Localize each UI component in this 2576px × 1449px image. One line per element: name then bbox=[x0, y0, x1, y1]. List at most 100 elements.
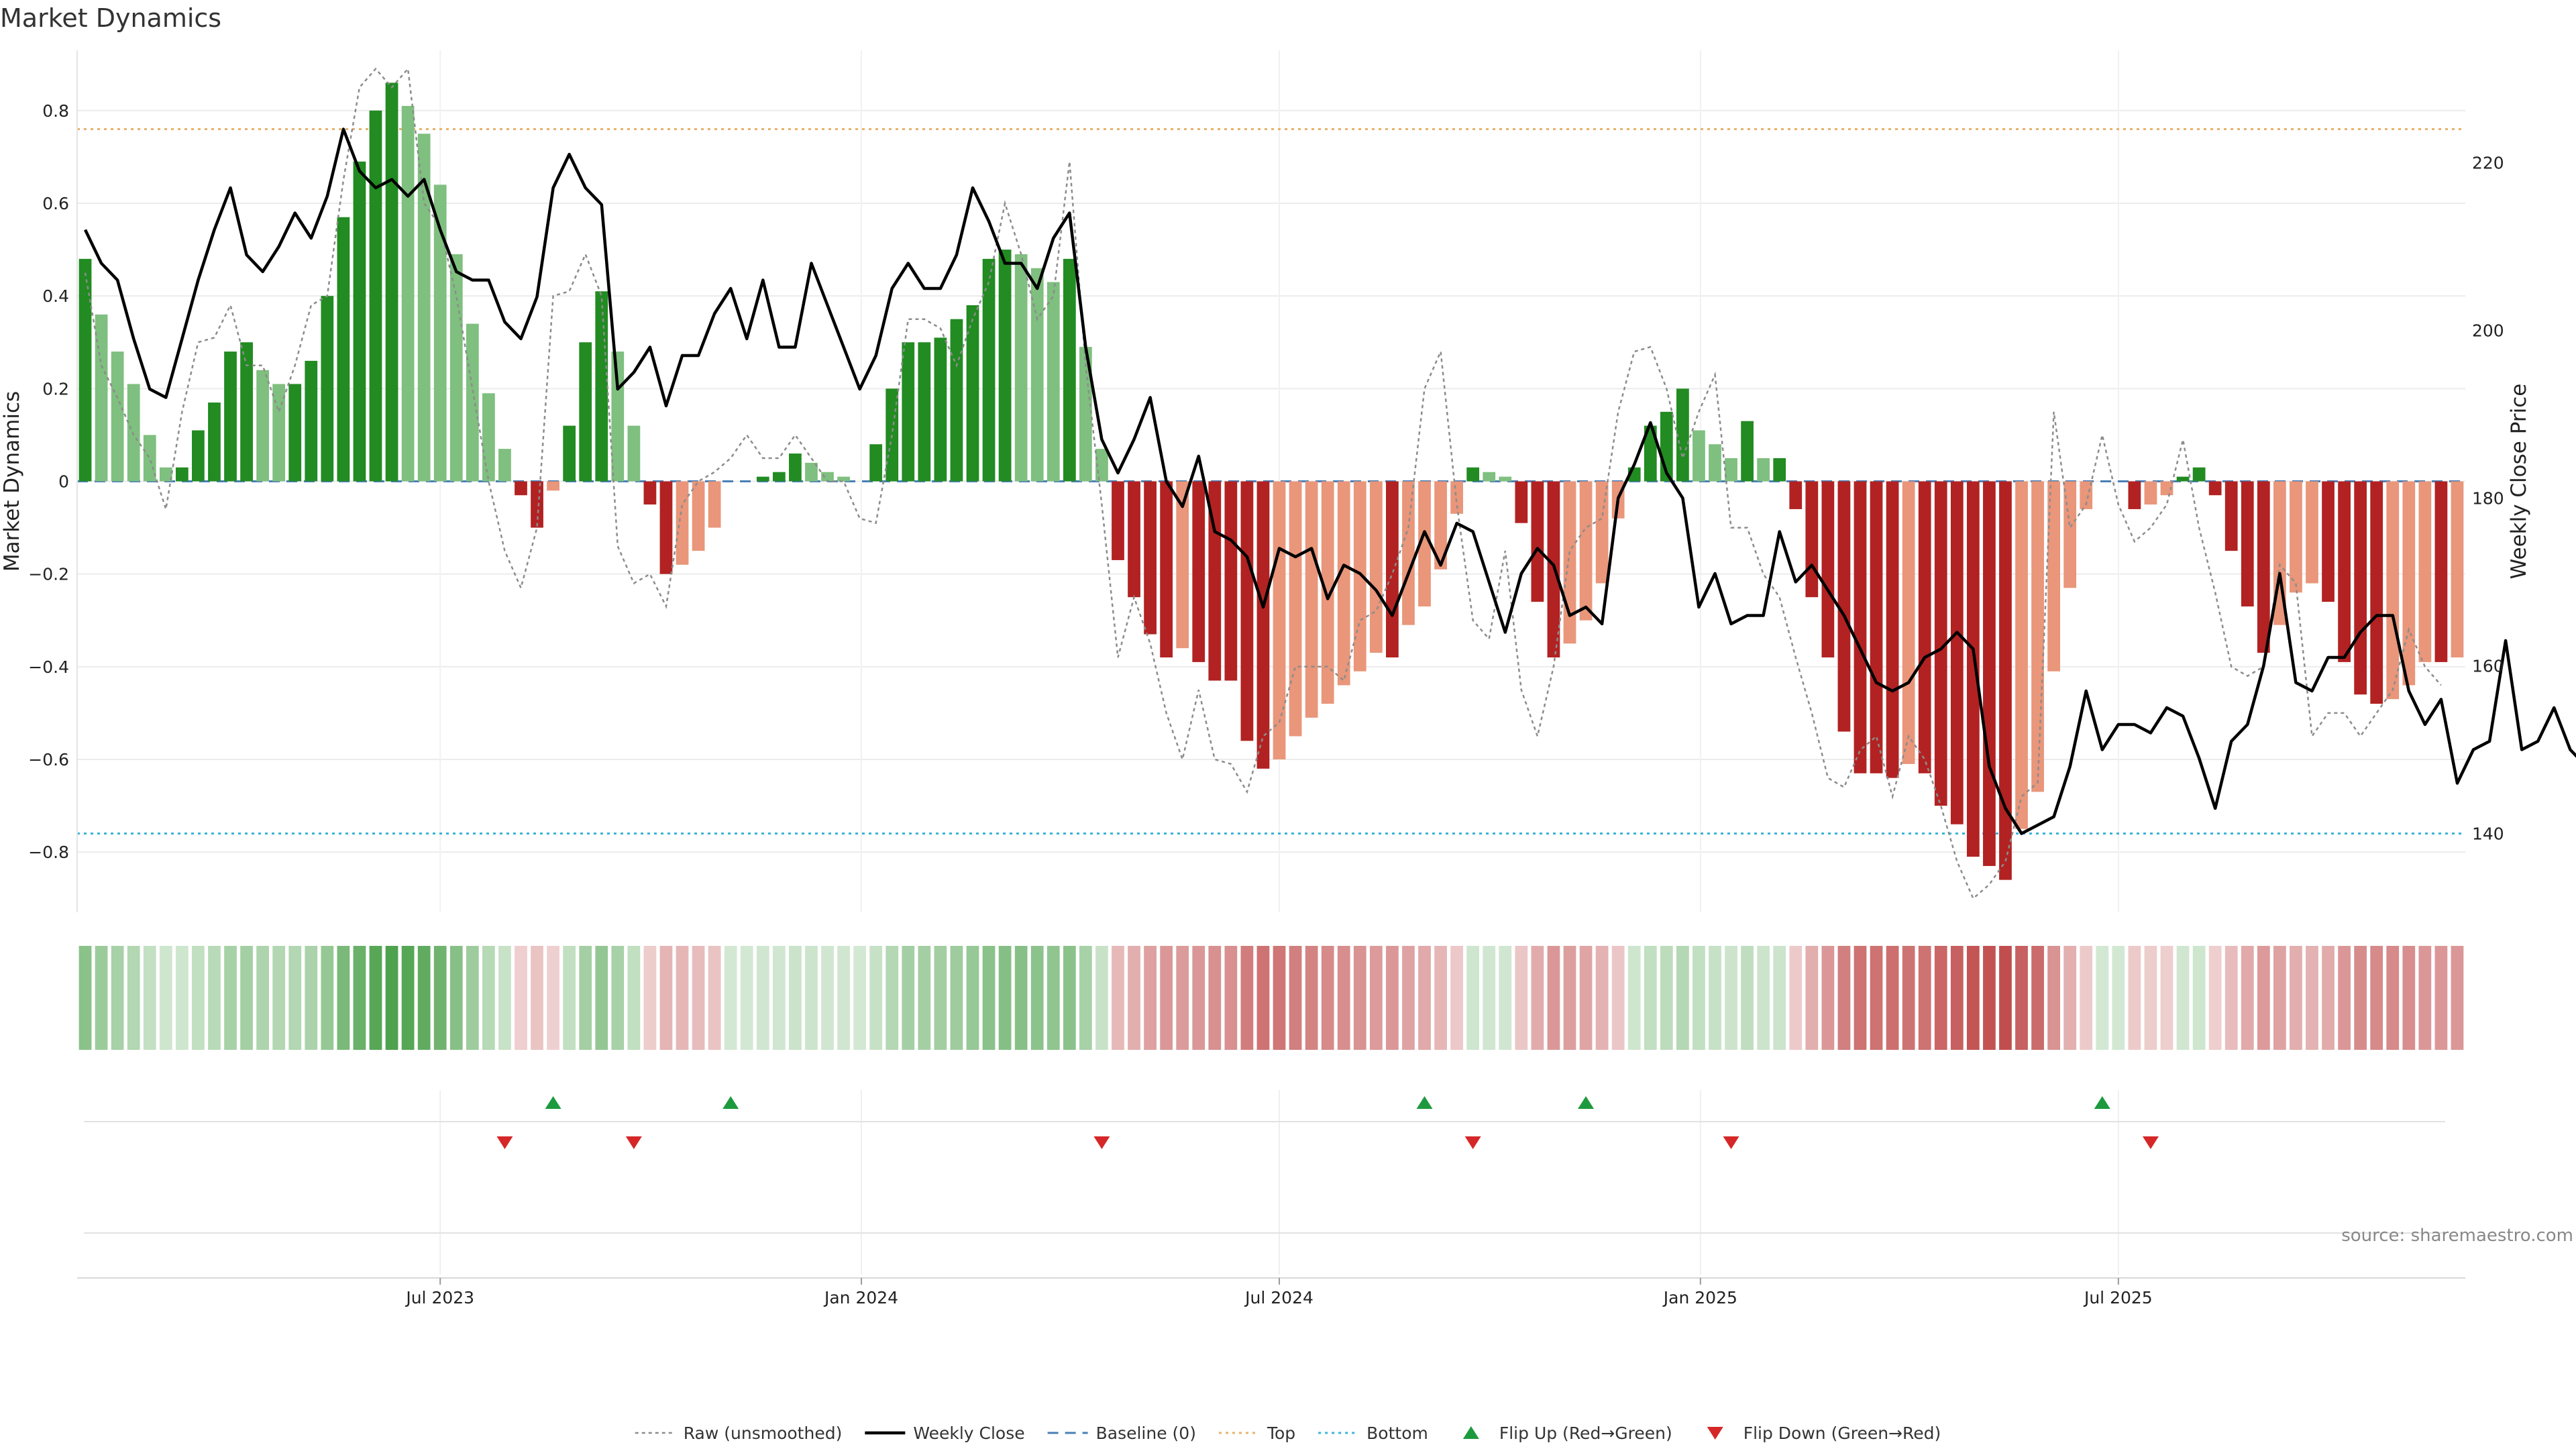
heat-cell bbox=[659, 946, 673, 1050]
dynamics-bar bbox=[1773, 458, 1786, 482]
heat-cell bbox=[853, 946, 867, 1050]
dynamics-bar bbox=[934, 337, 947, 482]
dynamics-bar bbox=[2386, 481, 2400, 700]
legend-swatch bbox=[1707, 1427, 1723, 1440]
dynamics-bar bbox=[902, 342, 915, 482]
heat-cell bbox=[2080, 946, 2093, 1050]
dynamics-bar bbox=[2354, 481, 2367, 695]
dynamics-bar bbox=[482, 393, 495, 482]
legend-label: Weekly Close bbox=[913, 1424, 1024, 1443]
legend: Raw (unsmoothed) Weekly Close Baseline (0)… bbox=[635, 1424, 1941, 1443]
dynamics-bar bbox=[159, 467, 172, 482]
dynamics-bar bbox=[337, 217, 350, 482]
heat-cell bbox=[143, 946, 156, 1050]
y-axis-title-right: Weekly Close Price bbox=[2507, 384, 2531, 580]
heat-cell bbox=[1240, 946, 1254, 1050]
heat-cell bbox=[2370, 946, 2383, 1050]
heat-cell bbox=[1450, 946, 1464, 1050]
legend-swatch bbox=[1462, 1426, 1479, 1439]
heat-cell bbox=[1821, 946, 1835, 1050]
dynamics-bar bbox=[1515, 481, 1528, 523]
heat-cell bbox=[1660, 946, 1673, 1050]
dynamics-bar bbox=[2418, 481, 2432, 662]
heat-cell bbox=[2096, 946, 2109, 1050]
dynamics-bar bbox=[772, 472, 786, 482]
dynamics-bar bbox=[579, 342, 592, 482]
heat-strip bbox=[78, 946, 2464, 1050]
dynamics-bar bbox=[417, 133, 431, 482]
legend-label: Flip Up (Red→Green) bbox=[1499, 1424, 1672, 1443]
dynamics-bar bbox=[1579, 481, 1593, 621]
flip-down-marker bbox=[1723, 1136, 1739, 1149]
heat-cell bbox=[1950, 946, 1964, 1050]
heat-cell bbox=[175, 946, 189, 1050]
heat-cell bbox=[1176, 946, 1189, 1050]
heat-cell bbox=[1434, 946, 1447, 1050]
legend-label: Flip Down (Green→Red) bbox=[1743, 1424, 1941, 1443]
dynamics-bar bbox=[531, 481, 543, 528]
dynamics-bar bbox=[1837, 481, 1851, 732]
heat-cell bbox=[1725, 946, 1737, 1050]
heat-cell bbox=[2290, 946, 2302, 1050]
dynamics-bar bbox=[1805, 481, 1819, 598]
heat-cell bbox=[902, 946, 915, 1050]
dynamics-bar bbox=[982, 258, 996, 482]
heat-cell bbox=[369, 946, 382, 1050]
chart-title: Market Dynamics bbox=[0, 3, 221, 33]
dynamics-bar bbox=[256, 370, 270, 482]
dynamics-bar bbox=[175, 467, 189, 482]
dynamics-bar bbox=[1870, 481, 1883, 773]
heat-cell bbox=[1208, 946, 1222, 1050]
dynamics-bar bbox=[2338, 481, 2351, 662]
heat-cell bbox=[547, 946, 559, 1050]
dynamics-bar bbox=[1192, 481, 1205, 662]
heat-cell bbox=[2192, 946, 2206, 1050]
x-tick-label: Jan 2024 bbox=[823, 1288, 898, 1307]
dynamics-bar bbox=[1741, 421, 1754, 482]
heat-cell bbox=[240, 946, 253, 1050]
heat-cell bbox=[805, 946, 818, 1050]
flip-up-marker bbox=[1416, 1096, 1433, 1109]
dynamics-bar bbox=[2063, 481, 2077, 588]
heat-cell bbox=[2322, 946, 2334, 1050]
heat-cell bbox=[321, 946, 334, 1050]
dynamics-bar bbox=[821, 472, 834, 482]
dynamics-bar bbox=[789, 453, 802, 482]
dynamics-bar bbox=[676, 481, 689, 565]
heat-cell bbox=[1902, 946, 1915, 1050]
heat-cell bbox=[692, 946, 705, 1050]
dynamics-bar bbox=[998, 250, 1012, 482]
heat-cell bbox=[288, 946, 302, 1050]
dynamics-bar bbox=[111, 352, 124, 482]
dynamics-bar bbox=[288, 384, 302, 482]
dynamics-bar bbox=[643, 481, 657, 505]
heat-cell bbox=[1611, 946, 1625, 1050]
heat-cell bbox=[982, 946, 996, 1050]
heat-cell bbox=[579, 946, 592, 1050]
dynamics-bar bbox=[1450, 481, 1464, 514]
x-axis: Jul 2023 Jan 2024 Jul 2024 Jan 2025 Jul 2025 bbox=[77, 1277, 2465, 1307]
dynamics-bar bbox=[1240, 481, 1254, 741]
dynamics-bar bbox=[1934, 481, 1947, 806]
heat-cell bbox=[466, 946, 479, 1050]
dynamics-bar bbox=[2434, 481, 2448, 662]
heat-cell bbox=[1418, 946, 1431, 1050]
heat-cell bbox=[337, 946, 350, 1050]
heat-cell bbox=[1289, 946, 1302, 1050]
dynamics-bar bbox=[1063, 258, 1076, 482]
dynamics-bar bbox=[1854, 481, 1867, 773]
heat-cell bbox=[789, 946, 802, 1050]
dynamics-bar bbox=[2144, 481, 2157, 505]
heat-cell bbox=[2418, 946, 2432, 1050]
legend-entry-flipdown: Flip Down (Green→Red) bbox=[1707, 1424, 1941, 1443]
dynamics-bar bbox=[1369, 481, 1383, 653]
heat-cell bbox=[224, 946, 237, 1050]
dynamics-bar bbox=[1305, 481, 1318, 718]
dynamics-bar bbox=[1902, 481, 1915, 764]
heat-cell bbox=[611, 946, 625, 1050]
dynamics-bar bbox=[2031, 481, 2044, 792]
left-tick-label: −0.4 bbox=[28, 657, 69, 677]
heat-cell bbox=[837, 946, 850, 1050]
dynamics-bar bbox=[2257, 481, 2270, 653]
heat-cell bbox=[1515, 946, 1528, 1050]
